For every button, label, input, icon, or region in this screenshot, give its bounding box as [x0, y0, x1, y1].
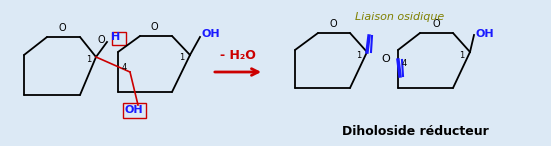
Text: O: O — [150, 22, 158, 32]
Text: O: O — [432, 19, 440, 29]
Text: 1: 1 — [459, 51, 464, 60]
Text: OH: OH — [125, 105, 143, 115]
Text: O: O — [98, 35, 105, 45]
Text: O: O — [381, 54, 390, 64]
Text: H: H — [111, 32, 121, 42]
Text: Diholoside réducteur: Diholoside réducteur — [342, 125, 488, 138]
Text: Liaison osidique: Liaison osidique — [355, 12, 445, 22]
Text: 1: 1 — [87, 55, 91, 65]
Text: 1: 1 — [356, 51, 361, 60]
Text: - H₂O: - H₂O — [220, 49, 256, 62]
Text: 1: 1 — [179, 53, 184, 62]
Text: 4: 4 — [402, 59, 407, 67]
Text: 4: 4 — [122, 64, 127, 73]
Text: O: O — [329, 19, 337, 29]
Text: O: O — [58, 23, 66, 33]
Text: OH: OH — [202, 29, 220, 39]
Text: OH: OH — [476, 29, 495, 39]
